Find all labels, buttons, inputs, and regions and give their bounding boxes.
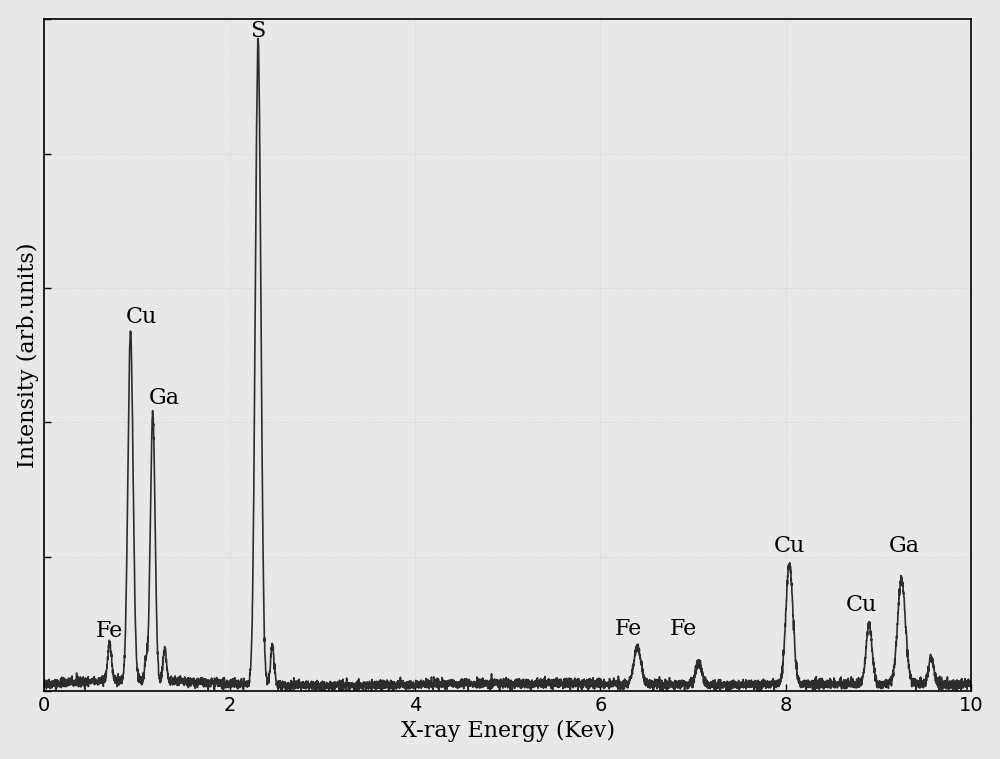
Text: Fe: Fe	[615, 619, 642, 641]
Text: Fe: Fe	[96, 620, 123, 642]
Text: Fe: Fe	[670, 619, 697, 641]
Y-axis label: Intensity (arb.units): Intensity (arb.units)	[17, 242, 39, 468]
Text: Cu: Cu	[126, 306, 157, 328]
Text: Cu: Cu	[774, 534, 805, 556]
Text: Ga: Ga	[889, 534, 920, 556]
Text: Cu: Cu	[846, 594, 877, 616]
Text: S: S	[250, 20, 266, 42]
Text: Ga: Ga	[149, 387, 180, 409]
X-axis label: X-ray Energy (Kev): X-ray Energy (Kev)	[401, 720, 615, 742]
